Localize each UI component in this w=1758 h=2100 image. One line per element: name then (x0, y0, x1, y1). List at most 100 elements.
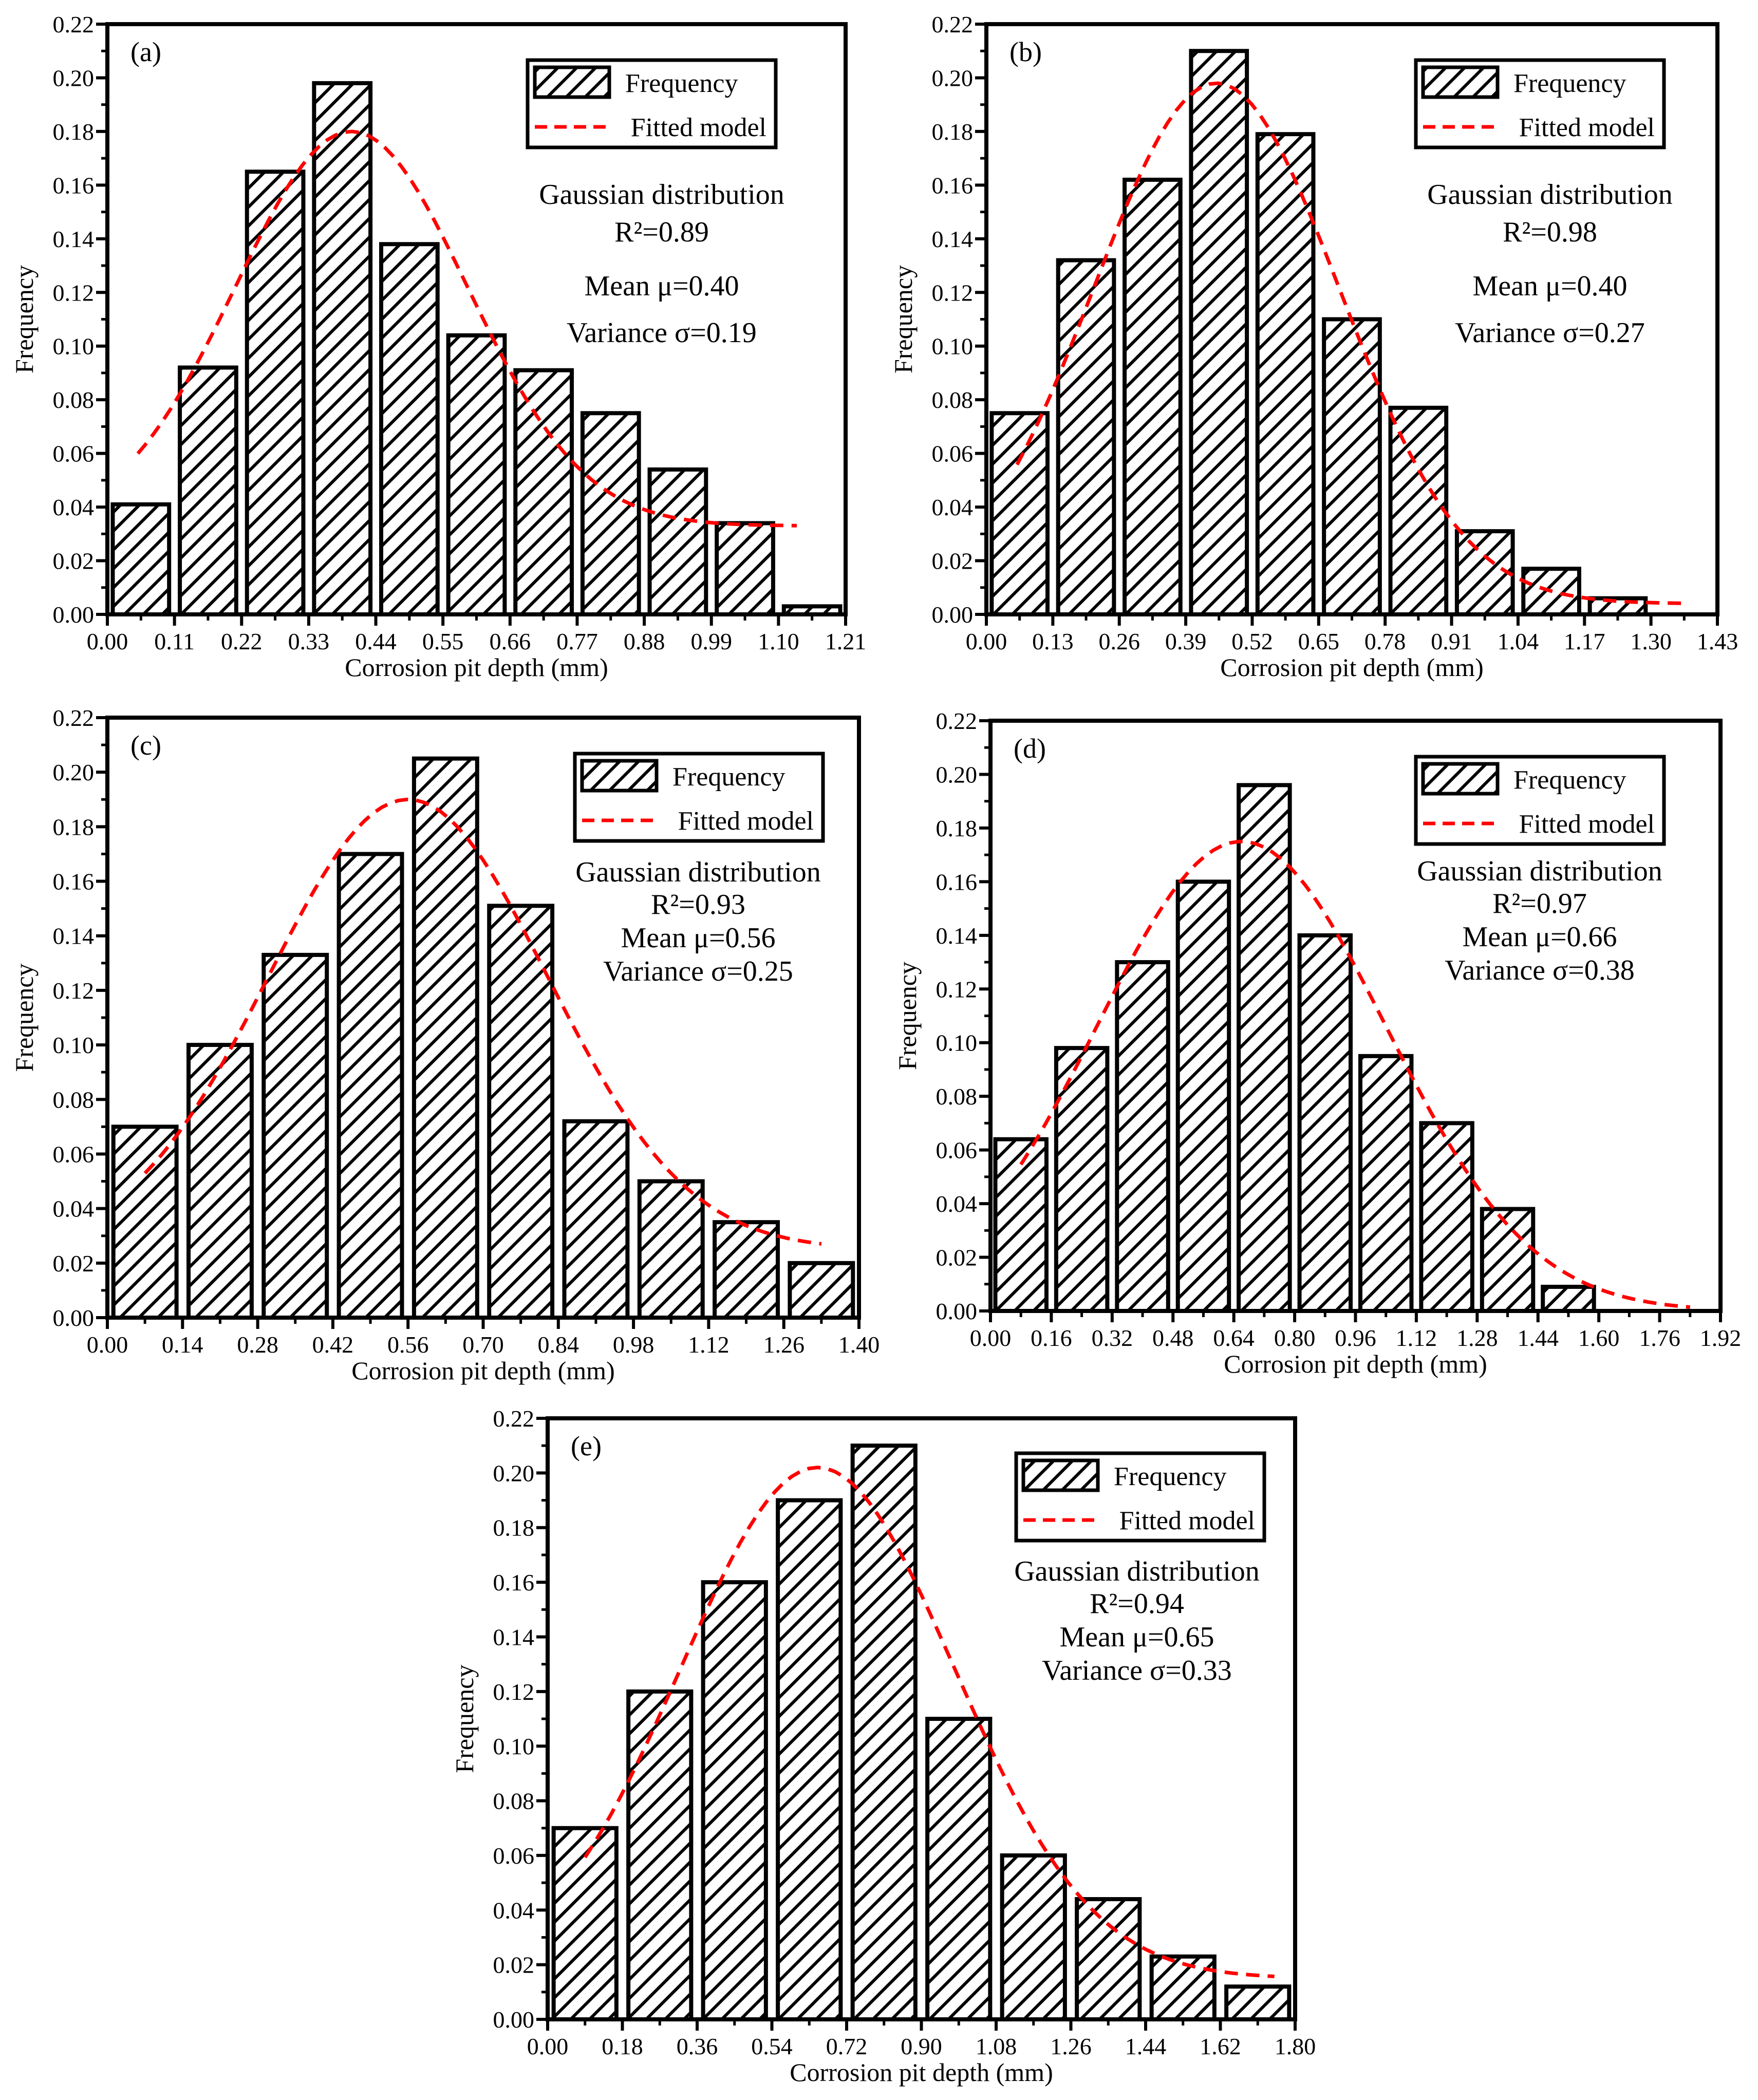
bar (446, 333, 507, 616)
x-tick-label: 0.26 (1098, 628, 1140, 654)
y-tick-label: 0.14 (53, 923, 95, 949)
y-tick-label: 0.06 (936, 1137, 978, 1164)
legend-bar-swatch (1421, 762, 1500, 796)
y-tick-label: 0.18 (53, 814, 95, 840)
x-tick-label: 0.98 (613, 1332, 654, 1358)
x-tick-label: 1.08 (976, 2033, 1017, 2059)
x-tick-label: 0.00 (966, 628, 1007, 654)
y-tick-label: 0.22 (53, 11, 95, 38)
x-tick-label: 0.39 (1165, 628, 1207, 654)
annotation-line: Gaussian distribution (1417, 855, 1662, 887)
annotation-line: R²=0.97 (1492, 888, 1587, 920)
x-tick-label: 1.04 (1498, 628, 1539, 654)
y-tick-label: 0.04 (53, 494, 95, 520)
x-axis-title: Corrosion pit depth (mm) (351, 1356, 614, 1385)
y-tick-label: 0.16 (53, 869, 95, 895)
annotation-line: Gaussian distribution (539, 179, 784, 211)
y-tick-label: 0.12 (493, 1679, 535, 1705)
x-tick-label: 0.32 (1092, 1325, 1133, 1351)
y-tick-label: 0.10 (53, 1032, 95, 1058)
bar (412, 756, 479, 1320)
fitted-model-line (136, 129, 797, 528)
legend-label-frequency: Frequency (625, 69, 738, 98)
annotation-line: Variance σ=0.38 (1445, 954, 1635, 986)
y-tick-label: 0.16 (493, 1569, 535, 1596)
legend-label-fitted-model: Fitted model (1119, 1506, 1255, 1535)
x-tick-label: 0.44 (355, 628, 397, 654)
annotation-line: R²=0.89 (614, 216, 709, 248)
legend-bar-swatch (1021, 1458, 1100, 1492)
x-tick-label: 0.77 (556, 628, 598, 654)
legend: Frequency Fitted model (573, 752, 825, 843)
x-tick-label: 0.65 (1298, 628, 1340, 654)
x-tick-label: 0.13 (1032, 628, 1074, 654)
bar (580, 411, 641, 617)
x-tick-label: 1.26 (1050, 2033, 1092, 2059)
x-tick-label: 0.28 (237, 1332, 278, 1358)
y-tick-label: 0.04 (932, 494, 974, 520)
bar (1224, 1984, 1292, 2022)
y-tick-label: 0.20 (53, 65, 95, 91)
y-axis-title: Frequency (10, 963, 39, 1072)
annotation-line: Mean μ=0.56 (621, 922, 775, 954)
bar (110, 502, 172, 616)
x-tick-label: 0.80 (1274, 1325, 1316, 1351)
y-tick-label: 0.06 (53, 441, 95, 467)
bar (1149, 1954, 1217, 2022)
y-tick-label: 0.00 (932, 602, 974, 628)
annotation-line: Variance σ=0.27 (1455, 317, 1645, 349)
x-axis-title: Corrosion pit depth (mm) (1224, 1349, 1487, 1378)
y-tick-label: 0.12 (53, 279, 95, 306)
y-tick-label: 0.04 (493, 1897, 535, 1923)
legend-label-frequency: Frequency (1513, 765, 1626, 795)
y-axis-title: Frequency (893, 962, 922, 1070)
y-axis-title: Frequency (450, 1664, 479, 1773)
bar (776, 1498, 843, 2021)
y-tick-label: 0.10 (936, 1030, 978, 1056)
x-tick-label: 1.10 (758, 628, 799, 654)
fitted-model-line (1015, 81, 1687, 605)
y-tick-label: 0.00 (53, 1305, 95, 1331)
x-tick-label: 1.28 (1456, 1325, 1498, 1351)
legend-label-fitted-model: Fitted model (1519, 113, 1655, 142)
legend-label-frequency: Frequency (672, 762, 785, 792)
panel-label: (c) (130, 730, 161, 761)
x-tick-label: 0.88 (624, 628, 665, 654)
bar (111, 1124, 179, 1320)
chart-panel-b: 0.00 0.02 0.04 0.06 0.08 0.10 0.12 0.14 0.16 0.18… (889, 11, 1738, 682)
annotation-line: Mean μ=0.40 (584, 270, 739, 302)
x-tick-label: 1.30 (1630, 628, 1672, 654)
annotation-line: Gaussian distribution (1427, 179, 1673, 211)
chart-panel-c: 0.00 0.02 0.04 0.06 0.08 0.10 0.12 0.14 0.16 0.18… (10, 705, 880, 1385)
y-tick-label: 0.20 (936, 761, 978, 788)
y-tick-label: 0.18 (936, 815, 978, 841)
panel-label: (d) (1014, 733, 1046, 764)
x-tick-label: 0.70 (462, 1332, 504, 1358)
y-tick-label: 0.08 (53, 1086, 95, 1113)
x-tick-label: 1.43 (1697, 628, 1738, 654)
y-tick-label: 0.14 (936, 923, 978, 949)
y-axis-title: Frequency (889, 265, 918, 373)
bar (1000, 1853, 1067, 2022)
annotation-line: Mean μ=0.65 (1059, 1621, 1214, 1653)
annotation-line: Variance σ=0.33 (1042, 1655, 1232, 1686)
x-axis-title: Corrosion pit depth (mm) (1220, 653, 1483, 682)
y-tick-label: 0.22 (932, 11, 974, 38)
x-tick-label: 0.00 (87, 628, 128, 654)
bar (1480, 1207, 1536, 1314)
bar (186, 1043, 254, 1320)
y-tick-label: 0.02 (932, 548, 974, 574)
y-tick-label: 0.02 (936, 1245, 978, 1271)
x-tick-label: 1.44 (1125, 2033, 1167, 2059)
panel-label: (e) (571, 1431, 602, 1461)
y-tick-label: 0.02 (53, 1250, 95, 1277)
y-tick-label: 0.14 (493, 1624, 535, 1650)
x-tick-label: 1.12 (1396, 1325, 1437, 1351)
y-tick-label: 0.04 (53, 1196, 95, 1222)
bar (1419, 1121, 1474, 1314)
y-tick-label: 0.00 (493, 2007, 535, 2033)
y-tick-label: 0.20 (493, 1460, 535, 1486)
legend-label-fitted-model: Fitted model (1519, 810, 1655, 839)
x-tick-label: 1.92 (1700, 1325, 1742, 1351)
y-tick-label: 0.06 (53, 1141, 95, 1167)
